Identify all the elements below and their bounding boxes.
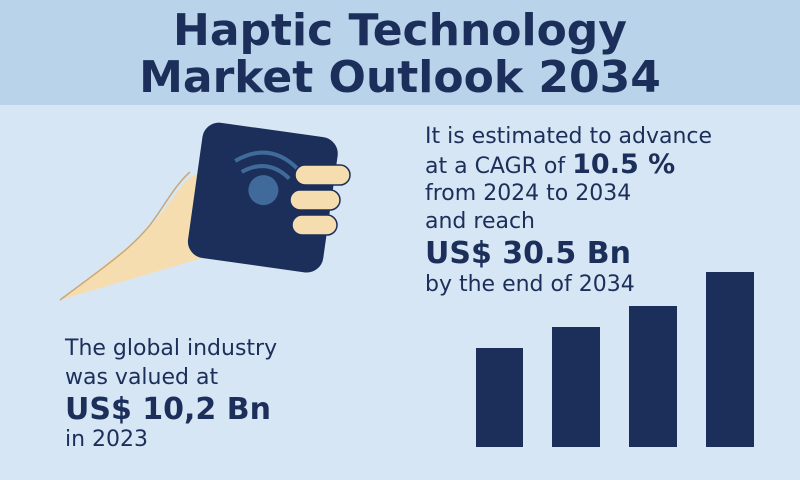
- bar: [552, 327, 600, 447]
- current-text: was valued at: [65, 365, 218, 390]
- bar: [476, 348, 523, 447]
- forecast-text: at a CAGR of: [425, 154, 566, 179]
- current-text: The global industry: [64, 336, 277, 361]
- header-band: [0, 0, 800, 105]
- target-value: US$ 30.5 Bn: [425, 236, 631, 271]
- title-line: Market Outlook 2034: [139, 52, 661, 103]
- forecast-text: by the end of 2034: [425, 272, 635, 297]
- hand-phone-illustration: [59, 122, 351, 301]
- forecast-text: from 2024 to 2034: [425, 181, 631, 206]
- bar: [706, 272, 754, 447]
- cagr-value: 10.5 %: [572, 149, 675, 180]
- bar: [629, 306, 677, 447]
- forecast-text: and reach: [425, 209, 535, 234]
- decorative-bars: [476, 272, 754, 447]
- forecast-text: at a CAGR of 10.5 %: [425, 149, 675, 180]
- current-value: US$ 10,2 Bn: [65, 392, 271, 427]
- forecast-text: It is estimated to advance: [425, 124, 712, 149]
- title-line: Haptic Technology: [173, 5, 627, 56]
- current-text: in 2023: [65, 427, 148, 452]
